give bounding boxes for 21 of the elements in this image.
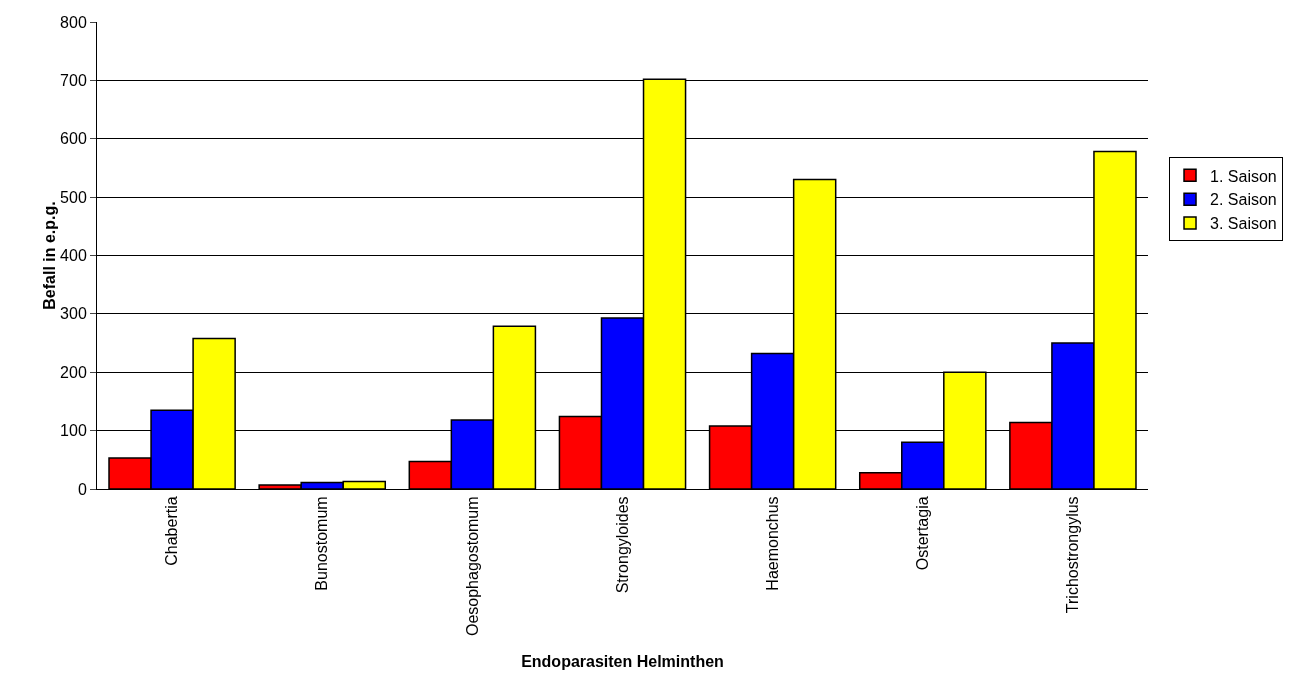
y-tick-label: 100 bbox=[60, 422, 87, 440]
x-tick-label: Bunostomum bbox=[313, 496, 331, 591]
y-tick-label: 600 bbox=[60, 130, 87, 148]
y-tick-label: 200 bbox=[60, 363, 87, 381]
y-tick-label: 400 bbox=[60, 247, 87, 265]
legend-label: 3. Saison bbox=[1210, 215, 1277, 233]
y-tick-label: 0 bbox=[77, 480, 87, 498]
y-tick-label: 500 bbox=[60, 188, 87, 206]
legend-label: 2. Saison bbox=[1210, 191, 1277, 209]
x-tick-label: Chabertia bbox=[163, 496, 181, 566]
y-axis-title: Befall in e.p.g. bbox=[41, 201, 58, 310]
x-axis-title: Endoparasiten Helminthen bbox=[521, 652, 724, 670]
x-tick-label: Oesophagostomum bbox=[463, 496, 481, 637]
legend-label: 1. Saison bbox=[1210, 167, 1277, 185]
x-tick-label: Strongyloides bbox=[613, 496, 631, 594]
x-tick-label: Haemonchus bbox=[763, 496, 781, 591]
x-tick-label: Ostertagia bbox=[913, 496, 931, 571]
y-tick-label: 800 bbox=[60, 13, 87, 31]
y-tick-label: 300 bbox=[60, 305, 87, 323]
x-tick-label: Trichostrongylus bbox=[1064, 496, 1082, 614]
y-tick-label: 700 bbox=[60, 71, 87, 89]
